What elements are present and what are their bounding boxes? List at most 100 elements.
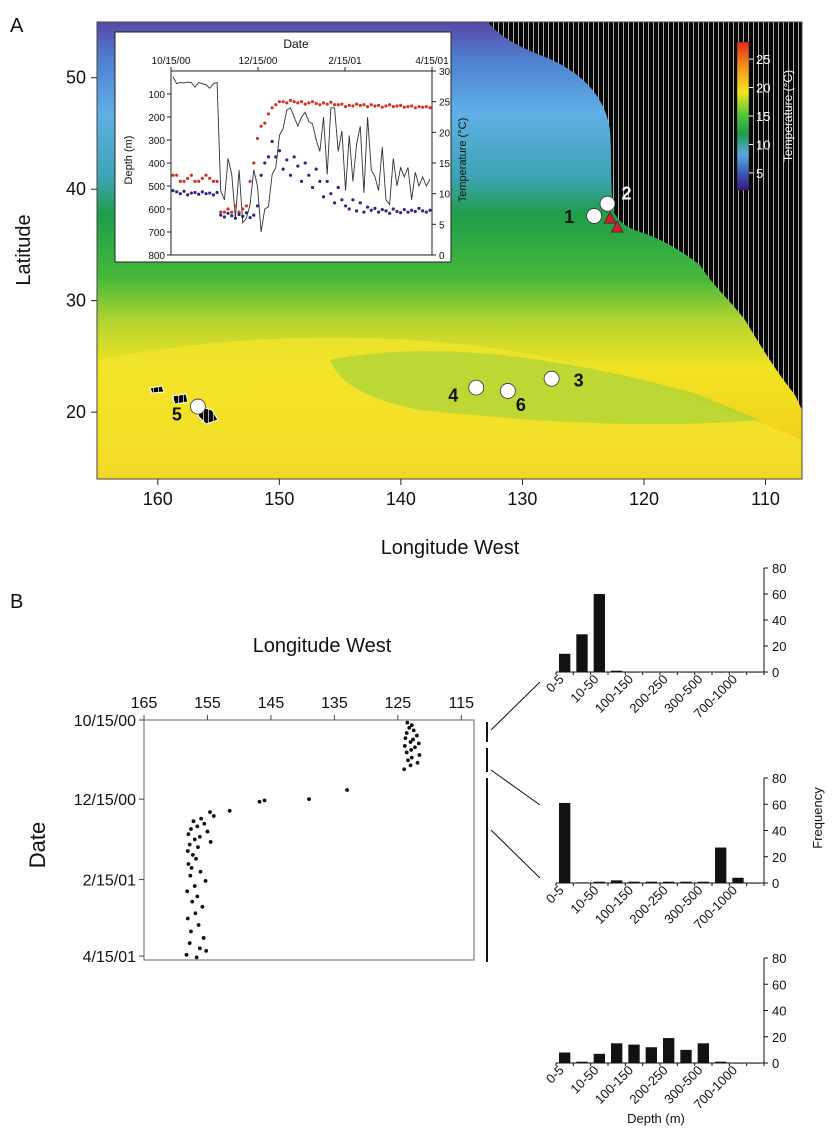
min-temp-point bbox=[178, 192, 182, 196]
min-temp-point bbox=[413, 209, 417, 214]
hist-bar bbox=[593, 594, 605, 672]
period-brackets bbox=[486, 681, 541, 962]
hist-bar bbox=[559, 802, 571, 883]
colorbar-ticks: 25 20 15 10 5 bbox=[749, 52, 770, 181]
track-point bbox=[404, 750, 409, 755]
inset-x-tick-label: 4/15/01 bbox=[415, 56, 449, 67]
min-temp-point bbox=[171, 189, 175, 193]
hist-bar bbox=[749, 672, 761, 673]
track-x-tick-label: 135 bbox=[321, 695, 348, 712]
max-temp-point bbox=[226, 207, 230, 211]
track-plot-frame bbox=[143, 719, 475, 961]
track-point bbox=[190, 899, 195, 904]
max-temp-point bbox=[384, 104, 388, 108]
max-temp-point bbox=[200, 176, 204, 180]
track-point bbox=[405, 720, 410, 725]
site-marker-3 bbox=[543, 370, 560, 387]
min-temp-point bbox=[222, 215, 226, 219]
track-point bbox=[186, 832, 191, 837]
depth-line bbox=[172, 76, 431, 233]
min-temp-point bbox=[369, 208, 373, 212]
min-temp-point bbox=[325, 179, 329, 183]
track-point bbox=[191, 819, 196, 824]
track-point bbox=[409, 723, 414, 728]
connector-2 bbox=[490, 769, 541, 806]
hist-bar bbox=[715, 1061, 727, 1063]
max-temp-point bbox=[343, 104, 348, 109]
track-point bbox=[200, 904, 205, 909]
max-temp-point bbox=[197, 179, 201, 183]
inset-y-tick-label: 300 bbox=[148, 136, 165, 147]
track-point bbox=[202, 821, 207, 826]
hist-bar bbox=[593, 881, 605, 883]
max-temp-point bbox=[285, 101, 289, 105]
colorbar-tick-label: 5 bbox=[756, 166, 763, 181]
inset-y-tick-label: 500 bbox=[148, 182, 165, 193]
max-temp-point bbox=[178, 179, 182, 183]
hist-bar bbox=[611, 1043, 623, 1063]
hist-bar bbox=[628, 1044, 640, 1063]
map-ylabel: Latitude bbox=[13, 214, 35, 285]
track-point bbox=[406, 758, 410, 763]
track-point bbox=[193, 911, 198, 916]
max-temp-point bbox=[263, 121, 267, 125]
max-temp-point bbox=[244, 204, 249, 208]
min-temp-point bbox=[281, 167, 285, 171]
map-y-tick-label: 40 bbox=[66, 179, 86, 199]
track-point bbox=[411, 728, 416, 733]
min-temp-point bbox=[406, 210, 410, 214]
site-label-1: 1 bbox=[564, 207, 574, 227]
hist-bar bbox=[645, 672, 657, 673]
track-x-tick-label: 165 bbox=[131, 695, 158, 712]
min-temp-point bbox=[259, 173, 263, 177]
max-temp-point bbox=[362, 103, 366, 107]
map-x-tick-label: 150 bbox=[264, 489, 294, 509]
hist-y-tick-label: 80 bbox=[772, 561, 786, 576]
track-point bbox=[195, 824, 200, 829]
track-point bbox=[227, 808, 232, 813]
track-x-tick-label: 125 bbox=[384, 695, 411, 712]
site-label-3: 3 bbox=[574, 371, 584, 391]
track-points bbox=[184, 720, 422, 960]
max-temp-point bbox=[193, 179, 197, 183]
max-temp-point bbox=[336, 103, 340, 107]
max-temp-point bbox=[215, 179, 219, 183]
min-temp-point bbox=[377, 210, 381, 214]
track-y-tick-label: 10/15/00 bbox=[74, 713, 136, 730]
min-temp-point bbox=[244, 211, 249, 215]
track-point bbox=[189, 827, 193, 831]
min-temp-point bbox=[292, 155, 296, 159]
hist-y-tick-label: 60 bbox=[772, 797, 786, 812]
track-point bbox=[211, 814, 216, 818]
max-temp-point bbox=[325, 102, 329, 106]
track-point bbox=[414, 733, 419, 738]
map-x-tick-label: 140 bbox=[386, 489, 416, 509]
track-point bbox=[408, 740, 413, 744]
min-temp-point bbox=[285, 158, 289, 162]
track-point bbox=[196, 845, 200, 850]
min-temp-point bbox=[182, 189, 186, 193]
hist-bar bbox=[749, 1063, 761, 1064]
inset-xlabel: Date bbox=[283, 37, 309, 51]
max-temp-point bbox=[252, 161, 256, 165]
min-temp-point bbox=[208, 191, 212, 195]
max-temp-point bbox=[182, 179, 186, 183]
max-temp-point bbox=[351, 104, 355, 108]
max-temp-point bbox=[255, 136, 260, 141]
min-temp-point bbox=[391, 207, 395, 211]
release-triangle-marker bbox=[610, 220, 624, 233]
hist-bar bbox=[645, 1047, 657, 1063]
max-temp-point bbox=[270, 106, 274, 110]
min-temp-point bbox=[226, 211, 230, 215]
track-panel: Longitude West Date 165 155 145 135 125 115 10… bbox=[25, 635, 541, 966]
track-y-tick-label: 12/15/00 bbox=[74, 792, 136, 809]
connector-1 bbox=[490, 681, 541, 731]
min-temp-point bbox=[266, 155, 271, 159]
max-temp-point bbox=[296, 101, 300, 105]
inset-series bbox=[171, 76, 432, 233]
max-temp-point bbox=[354, 102, 359, 106]
inset-y-tick-label: 100 bbox=[148, 90, 165, 101]
hist-bar bbox=[697, 672, 709, 673]
